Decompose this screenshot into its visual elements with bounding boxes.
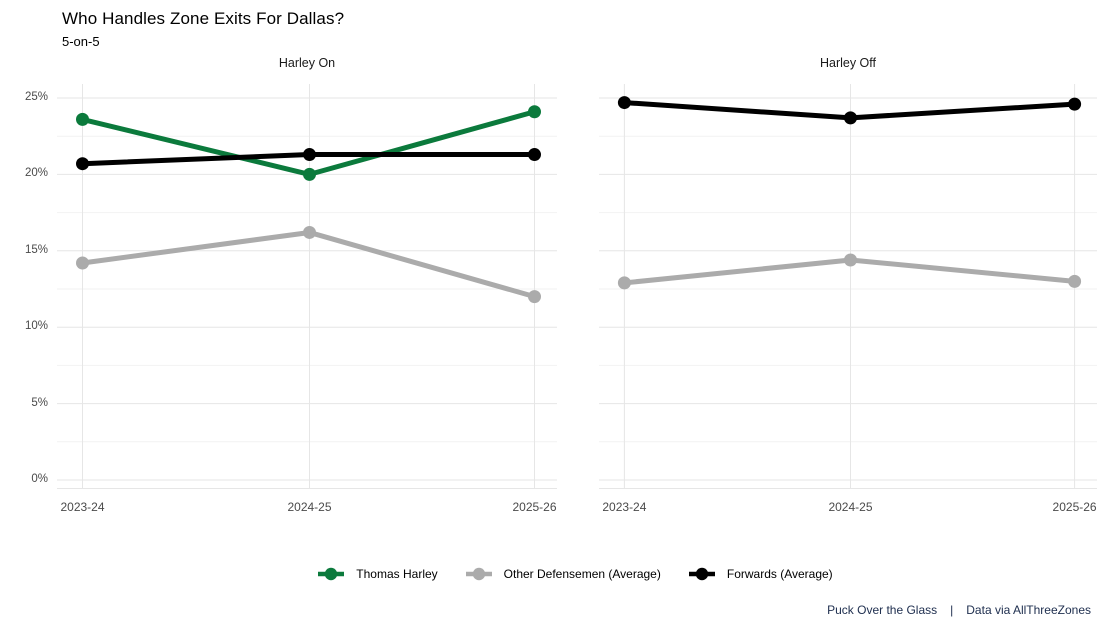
data-point [843,111,857,125]
x-tick-label: 2023-24 [602,500,647,514]
legend-item: Forwards (Average) [687,566,833,582]
x-axis-harley-off: 2023-24 2024-25 2025-26 [599,500,1097,520]
data-point [76,256,89,270]
data-point [76,157,89,171]
legend-line-dot-icon [688,567,715,581]
data-point [1068,274,1082,288]
x-axis-harley-on: 2023-24 2024-25 2025-26 [57,500,557,520]
footer-separator: | [950,603,954,617]
series-line [81,109,536,177]
footer-left-text: Puck Over the Glass [827,603,938,617]
x-tick-label: 2025-26 [1052,500,1097,514]
panel-harley-on: Harley On 2023-24 2024-25 2025-26 [57,56,557,520]
legend-label: Other Defensemen (Average) [503,567,661,581]
legend-item: Thomas Harley [316,566,438,582]
legend-line-dot-icon [465,567,492,581]
y-tick-label: 5% [31,396,48,409]
x-tick-label: 2025-26 [512,500,557,514]
faceted-line-chart: 0% 5% 10% 15% 20% 25% Harley On 2023-24 2024-2… [0,56,1103,520]
legend: Thomas Harley Other Defensemen (Average) F… [0,566,1103,582]
footer-credit: Puck Over the Glass | Data via AllThreeZon… [0,603,1103,617]
y-tick-label: 25% [24,91,48,103]
y-tick-label: 0% [31,473,48,485]
data-point [303,167,316,181]
y-axis: 0% 5% 10% 15% 20% 25% [0,56,57,489]
page-subtitle: 5-on-5 [62,34,100,49]
data-point [528,105,541,119]
y-tick-label: 20% [24,167,48,180]
legend-line-dot-icon [318,567,345,581]
data-point [528,148,541,162]
data-point [303,225,316,239]
y-tick-label: 10% [24,320,48,333]
x-tick-label: 2023-24 [60,500,105,514]
data-point [1068,97,1082,111]
y-tick-label: 15% [24,243,48,256]
x-tick-label: 2024-25 [287,500,332,514]
data-point [617,96,631,110]
data-point [528,290,541,304]
data-point [617,276,631,290]
line-chart-harley-on [57,84,557,489]
legend-label: Thomas Harley [356,567,438,581]
legend-label: Forwards (Average) [726,567,833,581]
line-chart-harley-off [599,84,1097,489]
data-point [843,253,857,267]
footer-right-text: Data via AllThreeZones [966,603,1091,617]
panel-title-harley-off: Harley Off [819,56,877,70]
x-tick-label: 2024-25 [828,500,873,514]
series-line [82,229,536,300]
page-title: Who Handles Zone Exits For Dallas? [62,9,345,28]
legend-item: Other Defensemen (Average) [464,566,661,582]
chart-header: Who Handles Zone Exits For Dallas? 5-on-… [0,0,1103,49]
panel-harley-off: Harley Off 2023-24 2024-25 2025-26 [599,56,1097,520]
data-point [76,112,89,126]
panel-title-harley-on: Harley On [278,56,336,70]
data-point [303,148,316,162]
